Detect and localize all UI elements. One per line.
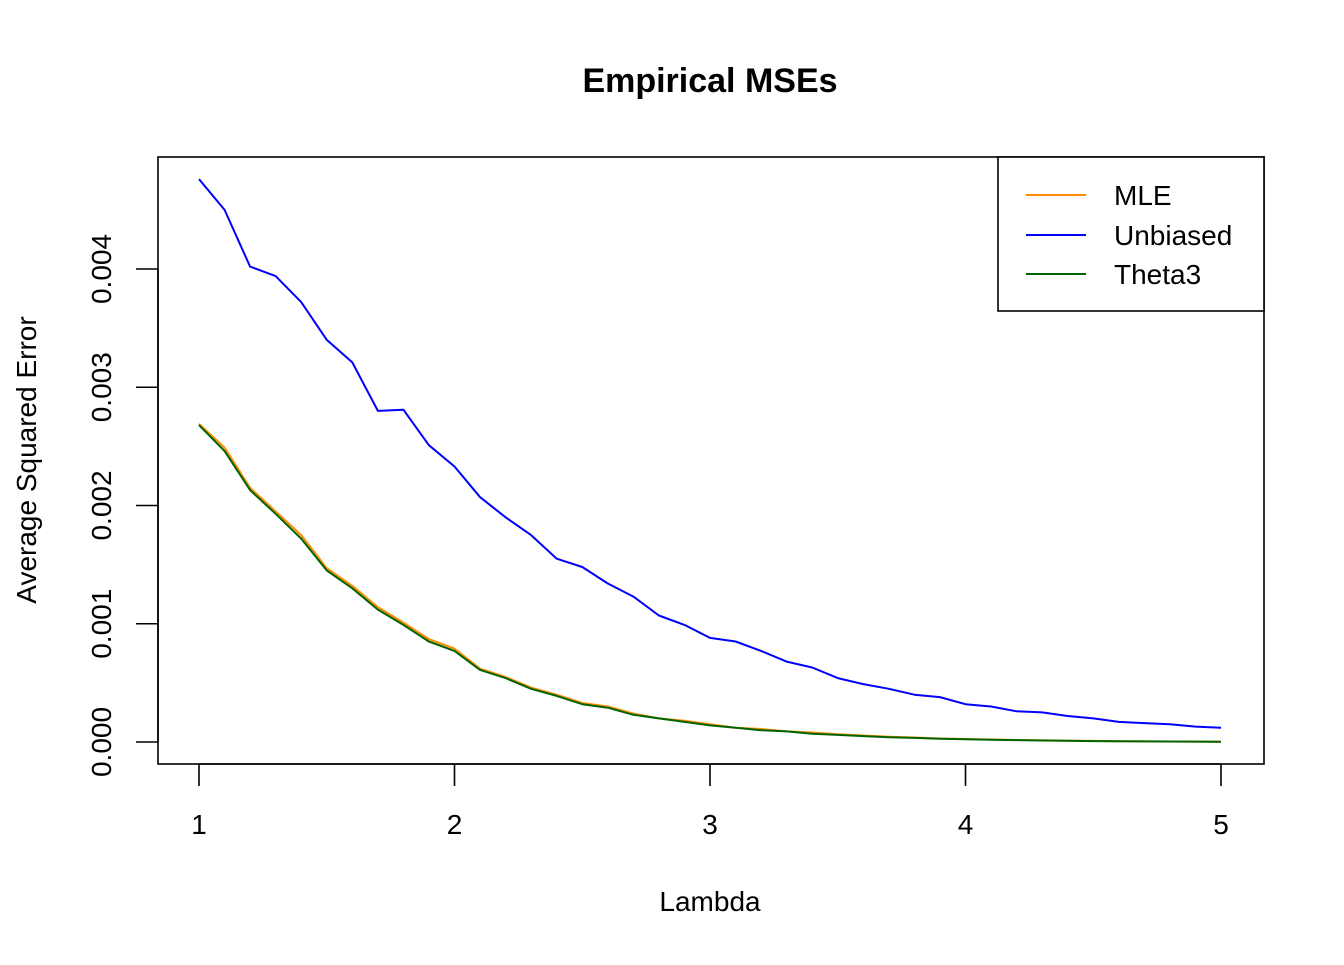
x-axis: 1 2 3 4 5 [191,763,1229,840]
series-line-theta3 [198,424,1222,743]
y-tick-label: 0.001 [86,589,117,659]
series-line-unbiased [198,178,1222,729]
y-tick-label: 0.002 [86,470,117,540]
y-tick-label: 0.004 [86,234,117,304]
y-axis: 0.000 0.001 0.002 0.003 0.004 [86,234,159,777]
y-axis-label: Average Squared Error [11,316,42,603]
series-layer [198,178,1222,743]
legend-label-theta3: Theta3 [1114,259,1201,290]
y-tick-label: 0.000 [86,707,117,777]
series-line-mle [198,423,1222,743]
x-tick-label: 4 [958,809,974,840]
x-tick-label: 3 [702,809,718,840]
chart-title: Empirical MSEs [582,62,837,100]
legend-label-mle: MLE [1114,180,1172,211]
x-axis-label: Lambda [659,886,761,917]
x-tick-label: 5 [1213,809,1229,840]
legend: MLE Unbiased Theta3 [997,156,1265,312]
x-tick-label: 1 [191,809,207,840]
x-tick-label: 2 [447,809,463,840]
legend-label-unbiased: Unbiased [1114,220,1232,251]
y-tick-label: 0.003 [86,352,117,422]
